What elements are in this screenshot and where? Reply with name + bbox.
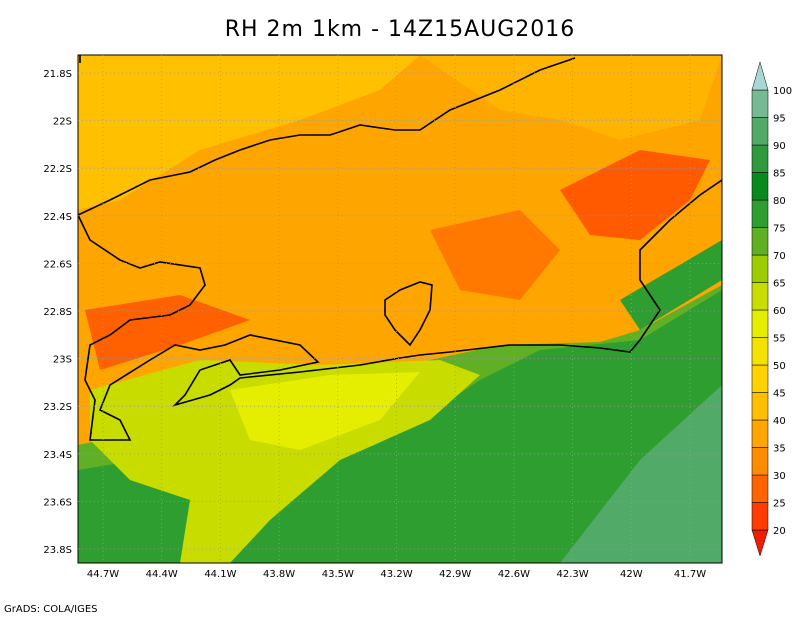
lat-label: 22.6S	[43, 259, 72, 270]
title: RH 2m 1km - 14Z15AUG2016	[225, 17, 576, 42]
colorbar-label: 60	[773, 306, 786, 317]
lon-label: 42.3W	[557, 569, 589, 580]
lat-label: 22S	[53, 117, 72, 128]
colorbar-box	[751, 199, 769, 228]
lon-label: 42.9W	[439, 569, 471, 580]
lat-label: 22.4S	[43, 212, 72, 223]
lat-label: 22.2S	[43, 164, 72, 175]
colorbar-box	[751, 337, 769, 366]
lat-label: 23S	[53, 355, 72, 366]
colorbar-label: 30	[773, 471, 786, 482]
colorbar-label: 90	[773, 141, 786, 152]
lat-label: 23.2S	[43, 402, 72, 413]
lat-label: 23.4S	[43, 450, 72, 461]
graticule: 21.8S 22S 22.2S 22.4S 22.6S 22.8S 23S 23.2S 23.4…	[43, 55, 722, 580]
lon-label: 44.4W	[146, 569, 178, 580]
lon-label: 44.7W	[87, 569, 119, 580]
colorbar-box	[751, 309, 769, 338]
colorbar-label: 100	[773, 86, 792, 97]
lat-label: 23.8S	[43, 545, 72, 556]
colorbar-label: 50	[773, 361, 786, 372]
colorbar: 20 25 30 35 40 45 50 55 60 65 70 75 80 85 90 95 100	[751, 61, 792, 557]
colorbar-label: 55	[773, 334, 786, 345]
lat-label: 23.6S	[43, 497, 72, 508]
colorbar-box	[751, 172, 769, 201]
lon-label: 42W	[620, 569, 643, 580]
colorbar-box	[751, 364, 769, 393]
colorbar-label: 75	[773, 224, 786, 235]
colorbar-label: 85	[773, 169, 786, 180]
colorbar-box	[751, 419, 769, 448]
colorbar-label: 45	[773, 389, 786, 400]
lat-label: 21.8S	[43, 69, 72, 80]
colorbar-box	[751, 117, 769, 146]
lon-label: 41.7W	[674, 569, 706, 580]
colorbar-label: 70	[773, 251, 786, 262]
colorbar-box	[751, 282, 769, 311]
lon-label: 43.5W	[322, 569, 354, 580]
colorbar-box	[751, 227, 769, 256]
lon-label: 43.8W	[263, 569, 295, 580]
colorbar-label: 25	[773, 499, 786, 510]
colorbar-box	[751, 144, 769, 173]
colorbar-box	[751, 502, 769, 531]
colorbar-box	[751, 89, 769, 118]
colorbar-box	[751, 447, 769, 476]
colorbar-label: 40	[773, 416, 786, 427]
footer: GrADS: COLA/IGES	[4, 604, 98, 615]
colorbar-box	[751, 474, 769, 503]
colorbar-label: 35	[773, 444, 786, 455]
colorbar-high-triangle	[751, 61, 769, 91]
colorbar-box	[751, 392, 769, 421]
map-field	[77, 54, 723, 564]
colorbar-label: 95	[773, 114, 786, 125]
colorbar-label: 65	[773, 279, 786, 290]
colorbar-label: 80	[773, 196, 786, 207]
lon-label: 44.1W	[204, 569, 236, 580]
colorbar-low-triangle	[751, 529, 769, 557]
lon-label: 42.6W	[498, 569, 530, 580]
colorbar-label: 20	[773, 526, 786, 537]
lon-label: 43.2W	[380, 569, 412, 580]
colorbar-box	[751, 254, 769, 283]
lat-label: 22.8S	[43, 307, 72, 318]
